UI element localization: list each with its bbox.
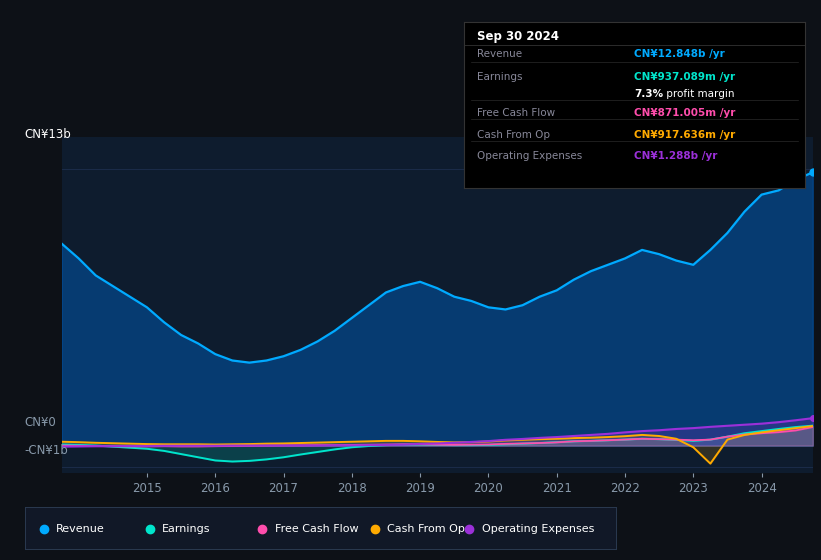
Text: Earnings: Earnings xyxy=(478,72,523,82)
Text: profit margin: profit margin xyxy=(663,89,735,99)
Text: CN¥937.089m /yr: CN¥937.089m /yr xyxy=(635,72,736,82)
Text: CN¥1.288b /yr: CN¥1.288b /yr xyxy=(635,151,718,161)
Text: CN¥13b: CN¥13b xyxy=(25,128,71,141)
Text: CN¥871.005m /yr: CN¥871.005m /yr xyxy=(635,108,736,118)
Text: Sep 30 2024: Sep 30 2024 xyxy=(478,30,559,43)
Text: Cash From Op: Cash From Op xyxy=(478,130,551,140)
Text: Earnings: Earnings xyxy=(163,524,211,534)
Text: -CN¥1b: -CN¥1b xyxy=(25,444,68,458)
Text: Operating Expenses: Operating Expenses xyxy=(482,524,594,534)
Text: Free Cash Flow: Free Cash Flow xyxy=(275,524,358,534)
Text: Operating Expenses: Operating Expenses xyxy=(478,151,583,161)
Text: CN¥12.848b /yr: CN¥12.848b /yr xyxy=(635,49,725,59)
Text: Cash From Op: Cash From Op xyxy=(387,524,465,534)
Text: Revenue: Revenue xyxy=(478,49,523,59)
Text: CN¥0: CN¥0 xyxy=(25,416,57,430)
Text: CN¥917.636m /yr: CN¥917.636m /yr xyxy=(635,130,736,140)
Text: Free Cash Flow: Free Cash Flow xyxy=(478,108,556,118)
Text: Revenue: Revenue xyxy=(56,524,105,534)
Text: 7.3%: 7.3% xyxy=(635,89,663,99)
